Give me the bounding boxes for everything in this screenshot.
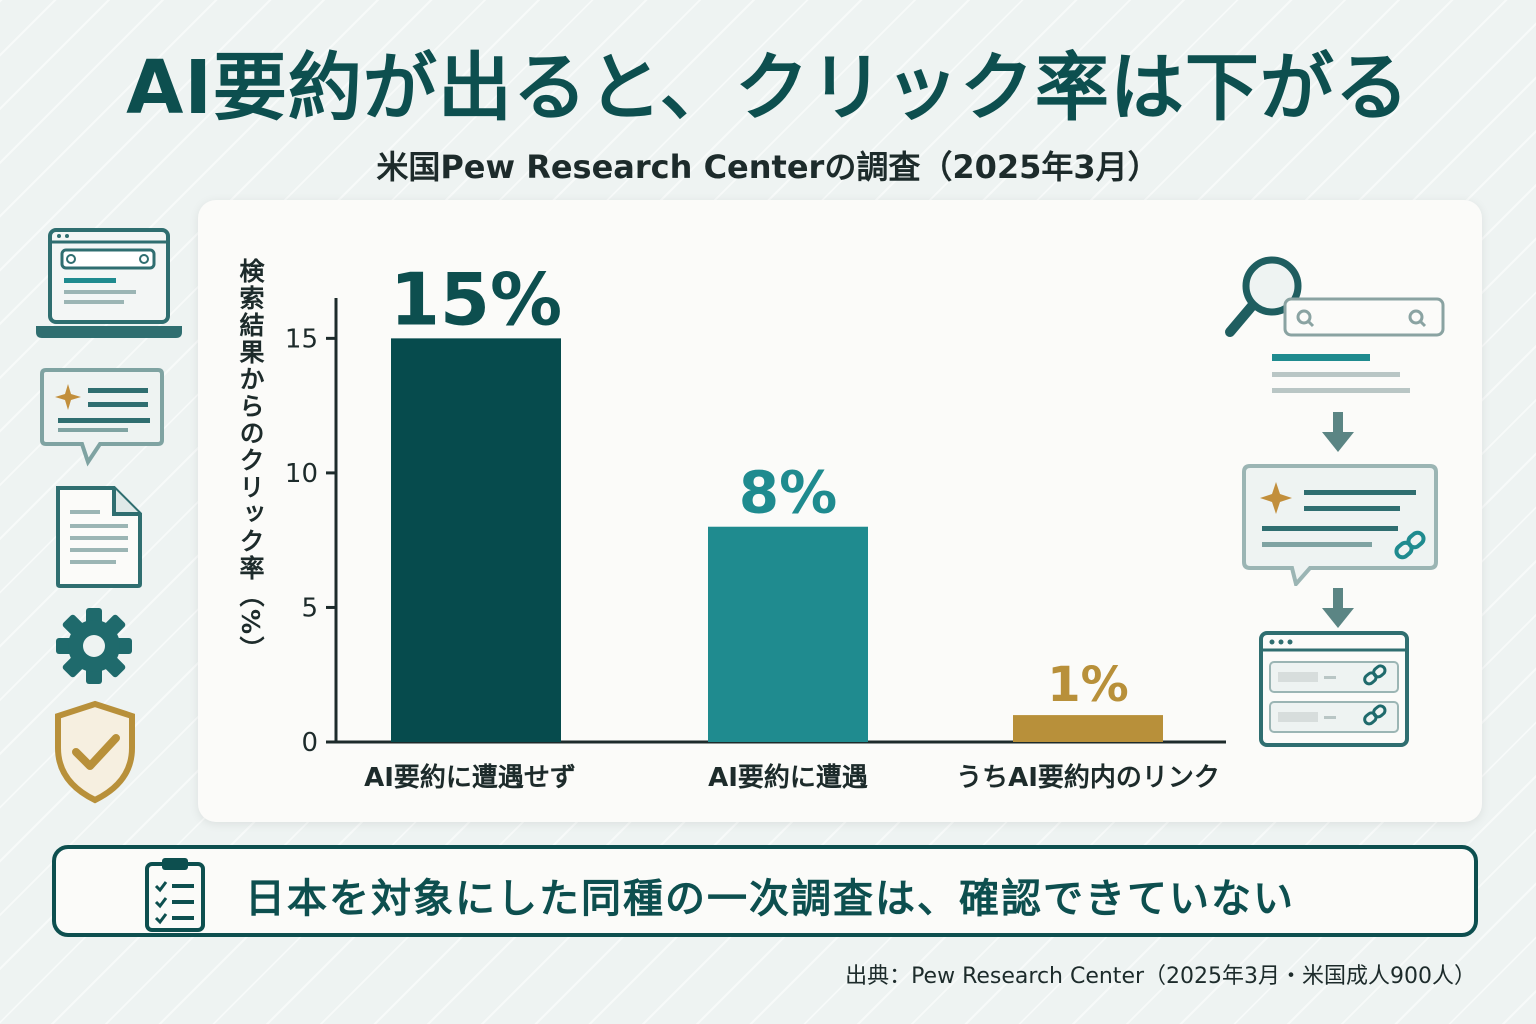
laptop-search-icon — [36, 228, 182, 338]
y-tick-label: 5 — [301, 593, 318, 623]
magnifier-icon — [1225, 256, 1302, 337]
x-category-label: AI要約に遭遇せず — [364, 762, 576, 793]
bar-value-label: 8% — [739, 459, 837, 527]
results-list-icon — [1272, 354, 1410, 393]
bar — [391, 338, 561, 742]
arrow-down-icon — [1322, 588, 1354, 628]
arrow-down-icon — [1322, 412, 1354, 452]
x-category-label: うちAI要約内のリンク — [956, 762, 1220, 793]
bar-value-label: 15% — [390, 257, 562, 341]
document-icon — [56, 486, 142, 588]
bar-value-label: 1% — [1047, 657, 1129, 713]
y-tick-label: 10 — [285, 459, 318, 489]
clipboard-checklist-icon — [145, 858, 205, 932]
page-title: AI要約が出ると、クリック率は下がる — [126, 45, 1410, 131]
gear-icon — [56, 608, 132, 684]
browser-links-icon — [1259, 631, 1409, 747]
y-tick-label: 0 — [301, 728, 318, 758]
link-icon — [1394, 530, 1426, 560]
x-category-label: AI要約に遭遇 — [708, 762, 868, 793]
search-bar-icon — [1283, 297, 1445, 337]
y-tick-label: 15 — [285, 324, 318, 354]
ai-chat-bubble-icon — [40, 368, 164, 467]
page-subtitle: 米国Pew Research Centerの調査（2025年3月） — [376, 148, 1160, 186]
note-text: 日本を対象にした同種の一次調査は、確認できていない — [245, 876, 1295, 922]
bar — [1013, 715, 1163, 742]
source-citation: 出典：Pew Research Center（2025年3月・米国成人900人） — [845, 964, 1476, 989]
bar — [708, 526, 868, 742]
shield-check-icon — [55, 700, 135, 804]
y-axis-label: 検索結果からのクリック率（%） — [236, 258, 265, 664]
note-box — [52, 845, 1478, 937]
ai-summary-bubble-icon — [1242, 464, 1438, 586]
